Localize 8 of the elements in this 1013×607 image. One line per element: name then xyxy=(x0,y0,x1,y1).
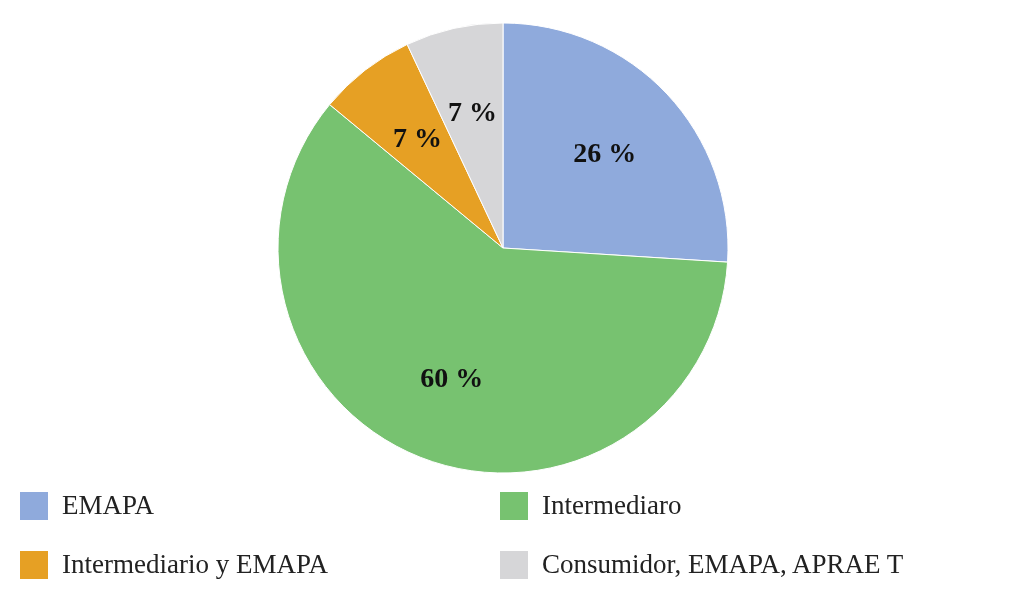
data-label: 60 % xyxy=(420,362,484,394)
data-label: 7 % xyxy=(448,96,498,128)
legend-label: Intermediario y EMAPA xyxy=(62,549,328,580)
legend-label: EMAPA xyxy=(62,490,155,521)
legend-label: Intermediaro xyxy=(542,490,682,521)
data-label: 7 % xyxy=(393,122,442,154)
data-label: 26 % xyxy=(573,137,637,169)
legend-label: Consumidor, EMAPA, APRAE T xyxy=(542,549,904,580)
